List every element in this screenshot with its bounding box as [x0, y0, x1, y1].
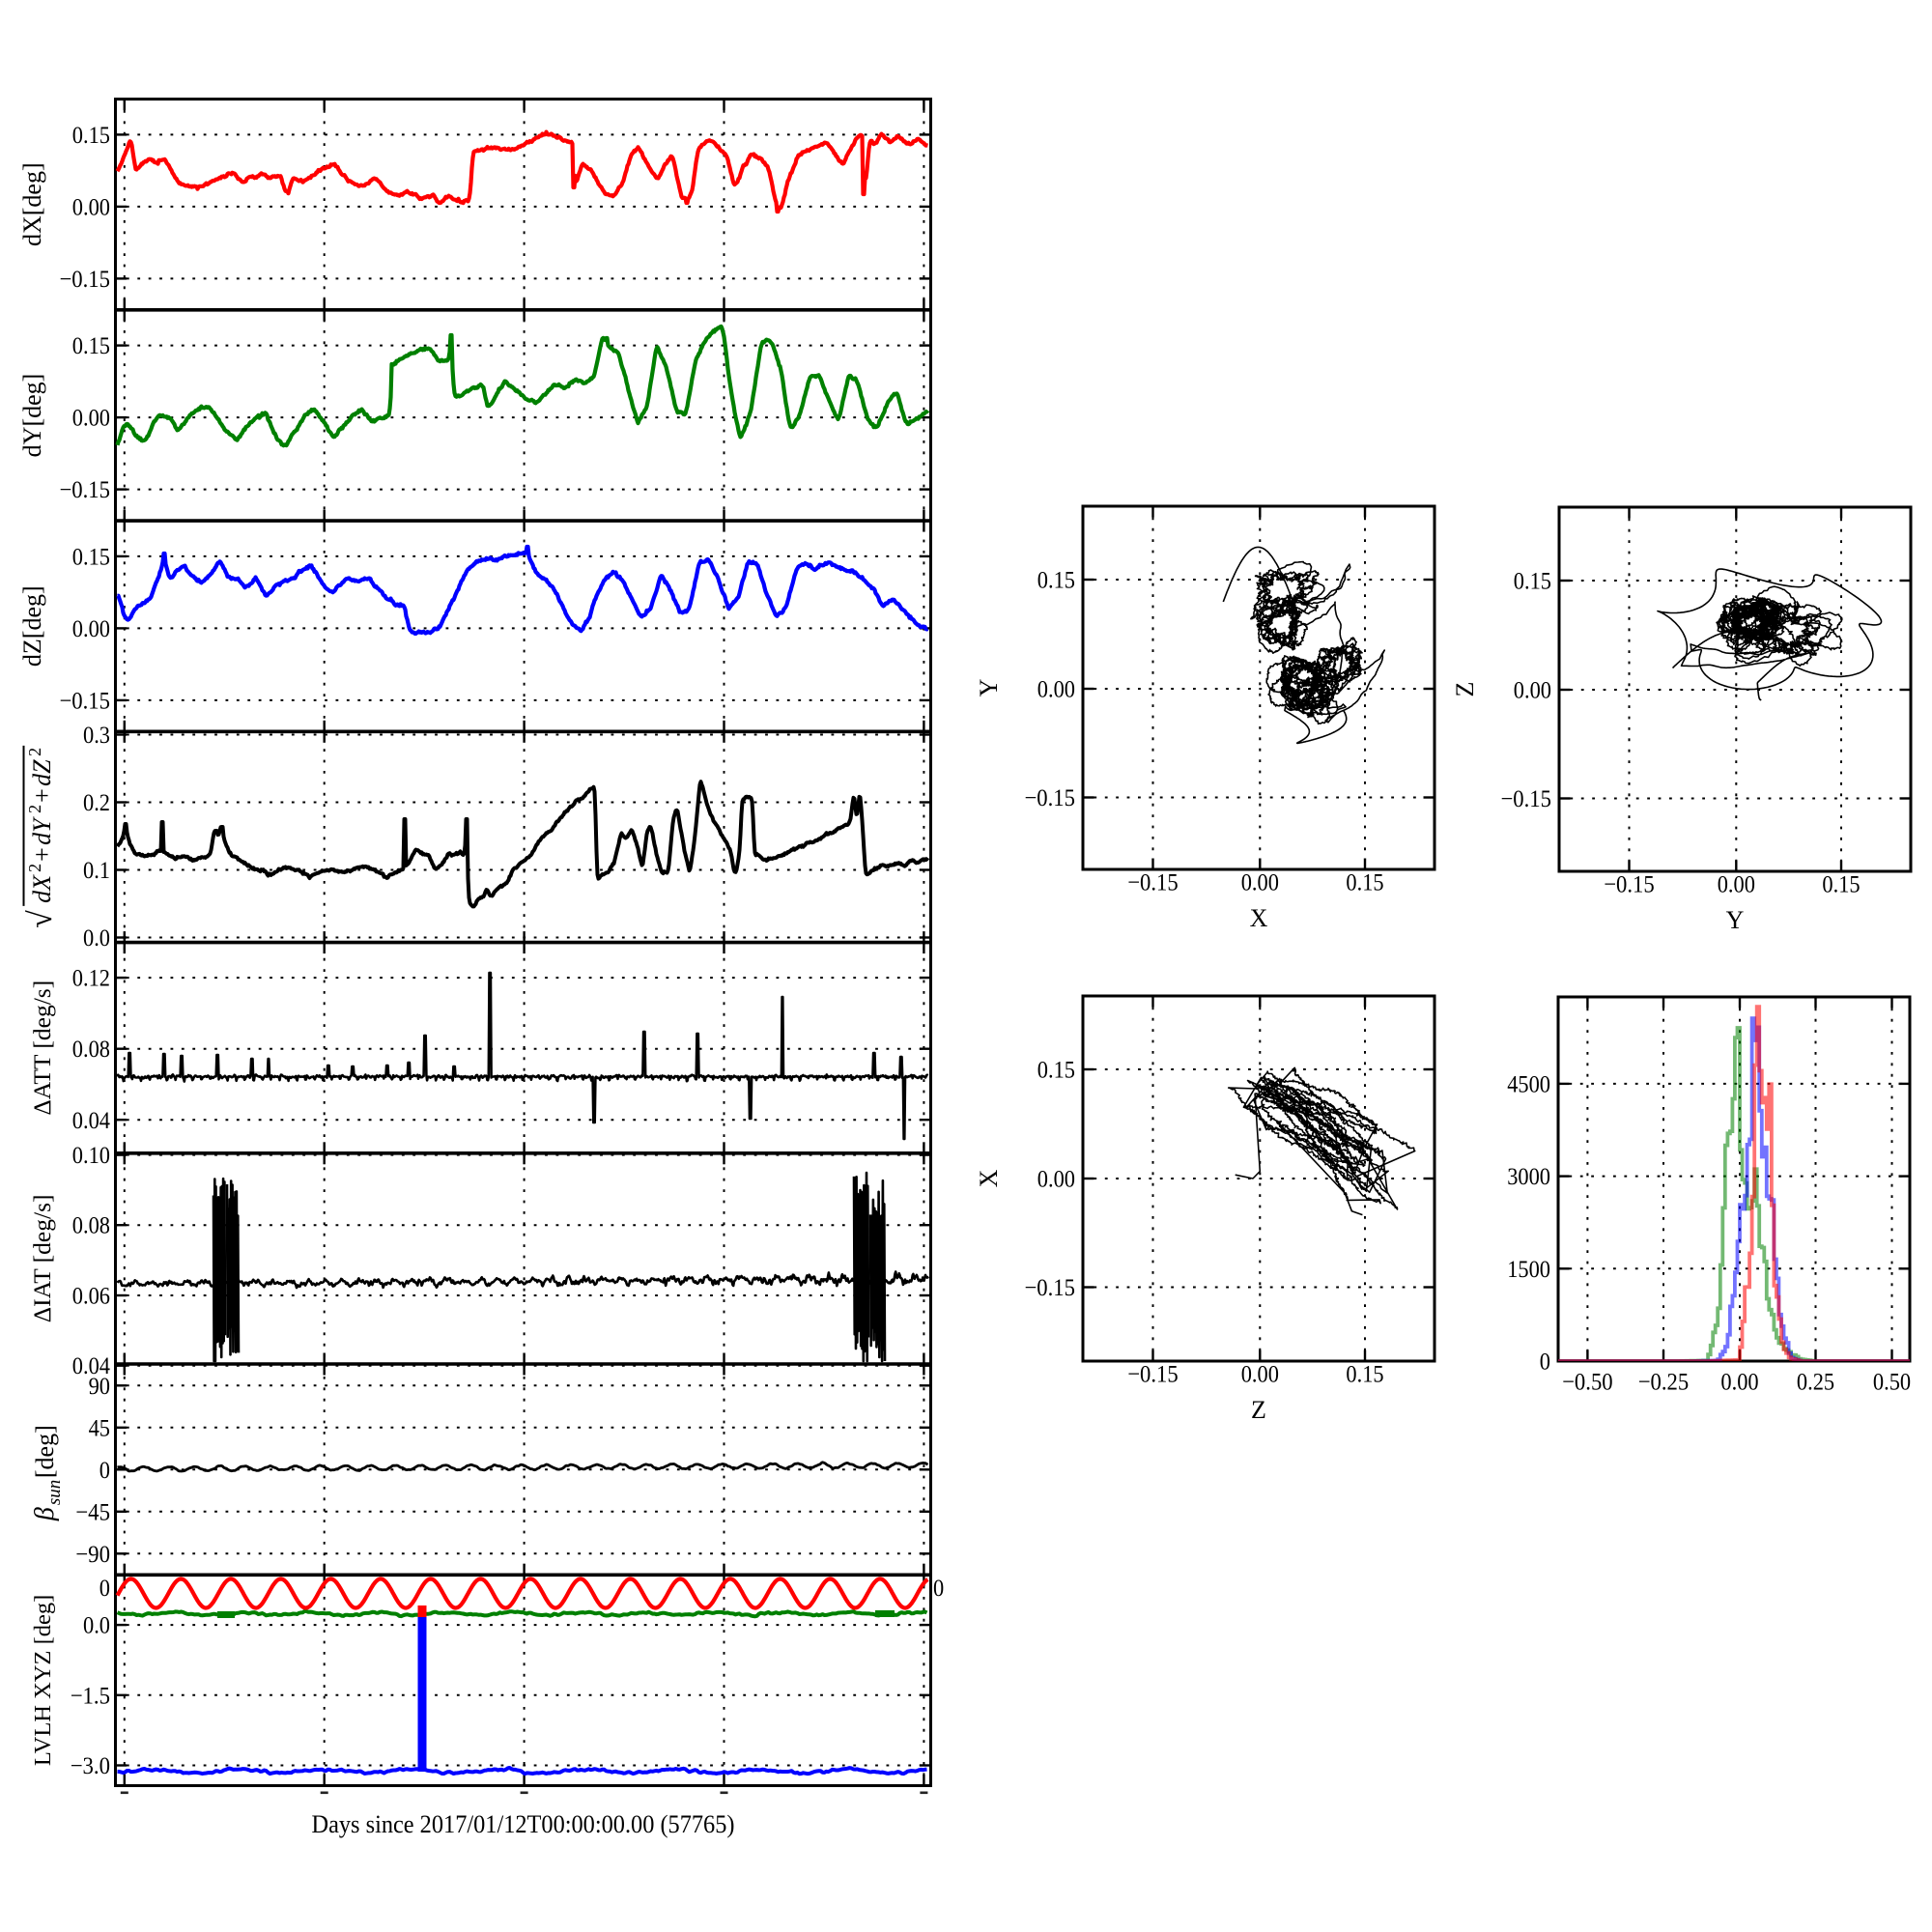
svg-text:β: β [30, 1507, 60, 1521]
svg-text:0.00: 0.00 [1720, 1370, 1758, 1396]
svg-text:Z: Z [1451, 682, 1479, 697]
svg-text:0.15: 0.15 [1514, 569, 1551, 595]
svg-text:0.00: 0.00 [1037, 1167, 1075, 1193]
svg-text:0.0: 0.0 [83, 925, 110, 952]
svg-text:−90: −90 [75, 1542, 110, 1568]
svg-text:0.06: 0.06 [72, 1284, 110, 1310]
svg-text:dY[deg]: dY[deg] [18, 374, 46, 458]
svg-text:2: 2 [25, 748, 44, 756]
svg-text:−45: −45 [75, 1499, 110, 1525]
svg-text:sun: sun [44, 1480, 65, 1505]
svg-text:dZ[deg]: dZ[deg] [18, 585, 46, 667]
svg-text:0.2: 0.2 [83, 790, 110, 816]
svg-text:Y: Y [1726, 906, 1745, 934]
svg-text:Days since 2017/01/12T00:00:00: Days since 2017/01/12T00:00:00.00 (57765… [312, 1810, 735, 1838]
svg-text:0.25: 0.25 [1797, 1370, 1834, 1396]
svg-text:ΔATT [deg/s]: ΔATT [deg/s] [28, 980, 56, 1116]
svg-text:0.15: 0.15 [1037, 568, 1075, 594]
svg-text:0.15: 0.15 [1346, 870, 1383, 896]
svg-text:0.3: 0.3 [83, 723, 110, 749]
svg-text:2: 2 [25, 864, 44, 872]
svg-text:0: 0 [1540, 1350, 1550, 1376]
svg-text:0.00: 0.00 [1241, 870, 1279, 896]
svg-text:0.00: 0.00 [72, 616, 110, 642]
svg-text:1500: 1500 [1507, 1257, 1550, 1283]
svg-text:Y: Y [975, 678, 1003, 696]
svg-text:−0.25: −0.25 [1638, 1370, 1690, 1396]
svg-text:0.10: 0.10 [72, 1143, 110, 1169]
svg-text:0.12: 0.12 [72, 966, 110, 992]
svg-text:ΔIAT [deg/s]: ΔIAT [deg/s] [28, 1195, 56, 1323]
svg-text:0: 0 [99, 1576, 110, 1602]
svg-text:dX: dX [28, 874, 56, 903]
svg-text:0.00: 0.00 [1514, 678, 1551, 704]
svg-text:0.1: 0.1 [83, 858, 110, 884]
svg-text:[deg]: [deg] [31, 1425, 59, 1478]
svg-text:45: 45 [89, 1415, 110, 1441]
svg-text:−0.50: −0.50 [1562, 1370, 1613, 1396]
svg-text:−0.15: −0.15 [1127, 1362, 1179, 1388]
svg-text:X: X [975, 1169, 1003, 1187]
svg-text:√: √ [23, 910, 59, 928]
svg-text:Z: Z [1251, 1396, 1266, 1424]
svg-text:dZ: dZ [28, 759, 56, 786]
svg-text:0.15: 0.15 [72, 333, 110, 359]
svg-text:0: 0 [99, 1458, 110, 1484]
svg-text:dX[deg]: dX[deg] [18, 162, 46, 246]
svg-text:0.08: 0.08 [72, 1213, 110, 1239]
svg-text:−0.15: −0.15 [60, 477, 111, 503]
svg-text:3000: 3000 [1507, 1164, 1550, 1190]
svg-text:dY: dY [28, 816, 56, 845]
svg-text:0.04: 0.04 [72, 1108, 111, 1134]
svg-text:+: + [28, 788, 56, 803]
svg-text:−1.5: −1.5 [71, 1683, 110, 1709]
svg-text:0.00: 0.00 [1037, 677, 1075, 703]
svg-text:0.0: 0.0 [83, 1613, 110, 1639]
svg-text:−0.15: −0.15 [60, 267, 111, 293]
svg-text:0.15: 0.15 [1822, 872, 1860, 898]
svg-text:0.04: 0.04 [72, 1353, 111, 1379]
svg-text:0.00: 0.00 [1241, 1362, 1279, 1388]
svg-text:−3.0: −3.0 [71, 1753, 110, 1779]
svg-text:0.00: 0.00 [72, 406, 110, 432]
svg-text:0.00: 0.00 [1718, 872, 1755, 898]
svg-text:−0.15: −0.15 [1025, 1275, 1076, 1301]
svg-text:0.15: 0.15 [1346, 1362, 1383, 1388]
svg-text:0.08: 0.08 [72, 1037, 110, 1063]
svg-text:LVLH XYZ [deg]: LVLH XYZ [deg] [30, 1595, 56, 1766]
svg-text:−0.15: −0.15 [1501, 786, 1552, 812]
svg-text:−0.15: −0.15 [1025, 785, 1076, 811]
svg-text:90: 90 [89, 1374, 110, 1400]
svg-text:0.00: 0.00 [72, 194, 110, 220]
svg-text:0.50: 0.50 [1873, 1370, 1911, 1396]
svg-text:0.15: 0.15 [72, 544, 110, 570]
svg-text:−0.15: −0.15 [1604, 872, 1655, 898]
svg-text:4500: 4500 [1507, 1071, 1550, 1097]
svg-text:−0.15: −0.15 [1127, 870, 1179, 896]
svg-text:2: 2 [25, 805, 44, 813]
svg-text:0.15: 0.15 [1037, 1058, 1075, 1084]
svg-text:+: + [28, 847, 56, 862]
svg-text:X: X [1250, 904, 1268, 932]
svg-text:0: 0 [933, 1576, 944, 1602]
svg-text:0.15: 0.15 [72, 123, 110, 149]
svg-text:−0.15: −0.15 [60, 688, 111, 714]
